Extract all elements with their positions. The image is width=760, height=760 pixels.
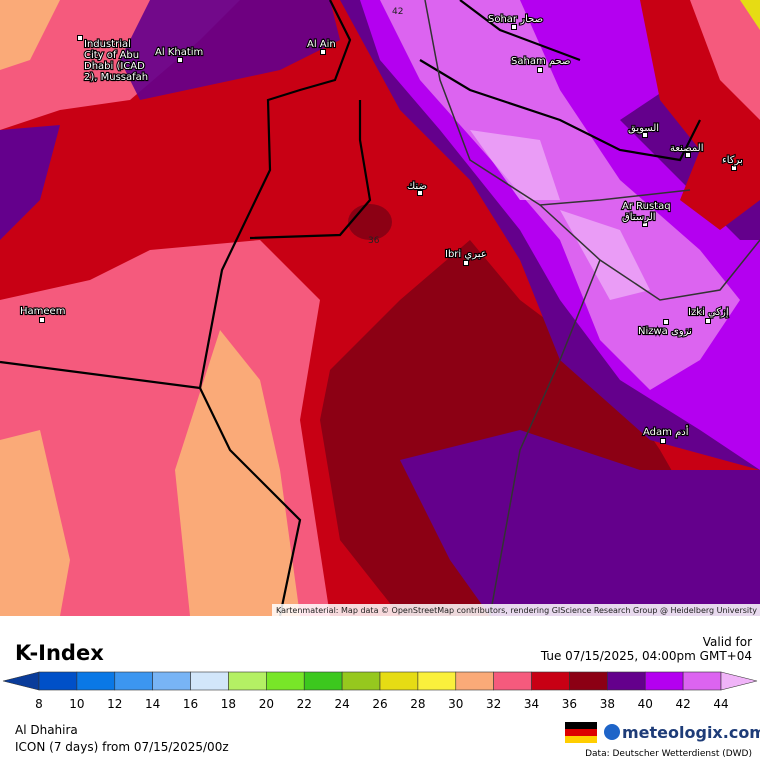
colorbar-tick-label: 36 bbox=[562, 697, 577, 711]
attribution-bg bbox=[272, 604, 760, 616]
colorbar-arrow bbox=[2, 671, 40, 691]
place-label: Hameem bbox=[20, 306, 65, 317]
place-marker bbox=[731, 165, 737, 171]
colorbar-segment bbox=[379, 671, 419, 691]
contour-label: 36 bbox=[368, 236, 380, 246]
place-marker bbox=[660, 438, 666, 444]
colorbar-segment bbox=[644, 671, 684, 691]
colorbar-segment bbox=[152, 671, 191, 691]
legend: K-Index Valid for Tue 07/15/2025, 04:00p… bbox=[2, 635, 760, 759]
colorbar-tick-label: 16 bbox=[183, 697, 198, 711]
place-label: Industrial bbox=[84, 39, 131, 50]
place-label: Nizwa نزوى bbox=[638, 326, 692, 337]
place-label: Saham صحم bbox=[511, 56, 570, 67]
place-label: City of Abu bbox=[84, 50, 139, 61]
brand: meteologix.com bbox=[622, 723, 760, 742]
place-label: المصنعة bbox=[670, 143, 703, 154]
place-label: ضنك bbox=[407, 181, 427, 192]
colorbar-segment bbox=[417, 671, 457, 691]
place-label: الرستاق bbox=[622, 212, 656, 223]
colorbar-tick-label: 24 bbox=[334, 697, 349, 711]
place-marker bbox=[663, 319, 669, 325]
attribution: Kartenmaterial: Map data © OpenStreetMap… bbox=[276, 606, 757, 615]
place-marker bbox=[537, 67, 543, 73]
colorbar-tick-label: 44 bbox=[713, 697, 728, 711]
place-label: Al Ain bbox=[307, 39, 336, 50]
place-marker bbox=[177, 57, 183, 63]
colorbar-segment bbox=[682, 671, 722, 691]
place-marker bbox=[320, 49, 326, 55]
colorbar-segment bbox=[38, 671, 78, 691]
place-label: Ibri عبري bbox=[445, 249, 487, 260]
place-marker bbox=[417, 190, 423, 196]
place-label: Ar Rustaq bbox=[622, 201, 671, 212]
place-label: Izki إزكي bbox=[688, 307, 729, 318]
colorbar-segment bbox=[114, 671, 153, 691]
colorbar-tick-label: 14 bbox=[145, 697, 160, 711]
place-label: 2), Mussafah bbox=[84, 72, 148, 83]
colorbar-tick-label: 32 bbox=[486, 697, 501, 711]
colorbar-segment bbox=[266, 671, 305, 691]
colorbar-segment bbox=[569, 671, 608, 691]
colorbar-segment bbox=[190, 671, 229, 691]
colorbar-tick-label: 20 bbox=[259, 697, 274, 711]
place-label: بركاء bbox=[722, 155, 743, 166]
flag bbox=[565, 722, 597, 743]
model: ICON (7 days) from 07/15/2025/00z bbox=[15, 740, 229, 754]
place-label: Dhabi (ICAD bbox=[84, 61, 145, 72]
colorbar-segment bbox=[341, 671, 381, 691]
colorbar-tick-label: 40 bbox=[638, 697, 653, 711]
source: Data: Deutscher Wetterdienst (DWD) bbox=[585, 749, 752, 759]
place-label: Al Khatim bbox=[155, 47, 203, 58]
colorbar-segment bbox=[228, 671, 267, 691]
place-marker bbox=[77, 35, 83, 41]
colorbar-segment bbox=[607, 671, 646, 691]
colorbar-tick-label: 34 bbox=[524, 697, 539, 711]
colorbar-segment bbox=[455, 671, 494, 691]
valid-label: Valid for bbox=[703, 635, 752, 649]
place-marker bbox=[463, 260, 469, 266]
colorbar-segment bbox=[531, 671, 570, 691]
colorbar-tick-label: 12 bbox=[107, 697, 122, 711]
place-label: السويق bbox=[628, 123, 659, 134]
place-label: Adam أدم bbox=[643, 425, 689, 438]
place-marker bbox=[642, 221, 648, 227]
logo-icon bbox=[604, 724, 620, 740]
colorbar-segment bbox=[303, 671, 343, 691]
valid-time: Tue 07/15/2025, 04:00pm GMT+04 bbox=[540, 649, 752, 663]
place-marker bbox=[705, 318, 711, 324]
colorbar-tick-label: 30 bbox=[448, 697, 463, 711]
colorbar-segment bbox=[76, 671, 116, 691]
place-marker bbox=[685, 152, 691, 158]
contour-label: 42 bbox=[392, 7, 403, 17]
colorbar-tick-label: 28 bbox=[410, 697, 425, 711]
colorbar-tick-label: 42 bbox=[675, 697, 690, 711]
colorbar-arrow bbox=[720, 671, 758, 691]
colorbar-tick-label: 10 bbox=[69, 697, 84, 711]
colorbar-tick-label: 18 bbox=[221, 697, 236, 711]
colorbar-segment bbox=[493, 671, 532, 691]
colorbar-tick-label: 38 bbox=[600, 697, 615, 711]
place-marker bbox=[39, 317, 45, 323]
place-label: Sohar صحار bbox=[488, 14, 543, 25]
place-marker bbox=[642, 132, 648, 138]
colorbar-tick-label: 26 bbox=[372, 697, 387, 711]
region: Al Dhahira bbox=[15, 723, 78, 737]
legend-title: K-Index bbox=[15, 641, 104, 665]
colorbar-tick-label: 22 bbox=[297, 697, 312, 711]
place-marker bbox=[511, 24, 517, 30]
colorbar-tick-label: 8 bbox=[35, 697, 43, 711]
